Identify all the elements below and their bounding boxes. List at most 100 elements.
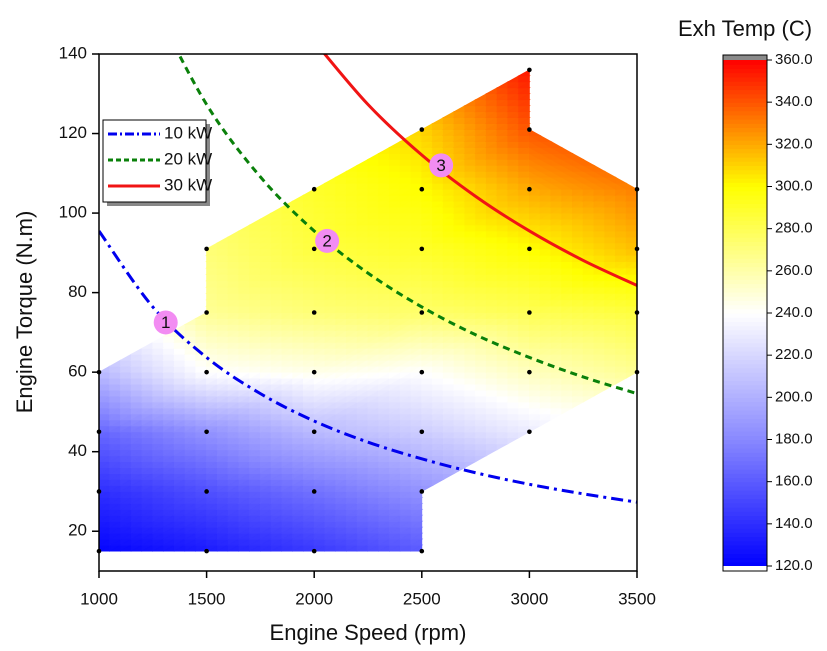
contour-fill-piece (485, 449, 499, 457)
contour-triangle (312, 311, 424, 373)
contour-fill-piece (118, 353, 132, 361)
contour-triangle (420, 311, 531, 373)
contour-triangle (312, 371, 424, 433)
contour-triangle (312, 248, 424, 314)
contour-fill-piece (344, 164, 358, 172)
contour-fill-piece (624, 286, 637, 294)
contour-fill-piece (464, 461, 478, 469)
contour-fill-piece (409, 502, 423, 510)
contour-triangle (312, 431, 424, 493)
contour-triangle (527, 312, 637, 373)
contour-triangle (99, 431, 209, 492)
contour-fill-piece (248, 218, 261, 226)
contour-fill-piece (624, 230, 637, 238)
contour-fill-piece (624, 273, 637, 282)
contour-fill-piece (624, 206, 637, 214)
contour-fill-piece (323, 176, 337, 184)
contour-fill-piece (355, 158, 369, 166)
contour-triangle (312, 248, 424, 314)
contour-fill-piece (624, 305, 637, 313)
contour-fill-piece (409, 532, 423, 540)
contour-fill-piece (624, 212, 637, 220)
contour-triangle (205, 248, 316, 314)
contour-triangle (205, 371, 316, 433)
contour-fill-piece (442, 473, 456, 481)
contour-triangle (527, 371, 637, 433)
contour-fill-piece (624, 323, 637, 331)
contour-fill-piece (624, 200, 637, 208)
contour-triangle (312, 431, 424, 493)
contour-fill-piece (624, 335, 637, 343)
contour-fill-piece (624, 318, 637, 325)
contour-fill-piece (624, 242, 637, 250)
contour-fill-piece (409, 544, 423, 552)
contour-fill-piece (539, 134, 553, 142)
contour-fill-piece (453, 467, 467, 475)
contour-fill-piece (409, 538, 423, 546)
contour-fill-piece (624, 254, 637, 263)
contour-fill-piece (624, 347, 637, 355)
contour-fill-piece (409, 526, 423, 534)
contour-fill-piece (624, 267, 637, 275)
contour-fill-piece (507, 437, 521, 445)
contour-triangle (527, 248, 637, 314)
contour-triangle (527, 188, 637, 250)
contour-fill-piece (496, 443, 510, 451)
contour-triangle (420, 188, 531, 250)
contour-triangle (420, 371, 531, 433)
contour-fill-piece (624, 353, 637, 361)
contour-fill-piece (624, 292, 637, 301)
contour-fill-piece (226, 230, 240, 238)
contour-fill-piece (624, 194, 637, 202)
contour-fill-piece (377, 146, 390, 154)
contour-triangle (527, 128, 637, 190)
contour-fill-piece (366, 152, 380, 160)
contour-triangle (312, 188, 424, 250)
contour-fill-piece (432, 479, 445, 487)
contour-triangle (420, 311, 531, 373)
contour-triangle (205, 490, 316, 552)
contour-fill-piece (129, 347, 143, 355)
contour-fill-piece (291, 194, 304, 202)
contour-fill-piece (409, 520, 423, 528)
contour-fill-piece (409, 496, 423, 504)
contour-triangle (420, 248, 531, 314)
contour-fill-piece (582, 395, 596, 403)
contour-fill-piece (624, 218, 637, 226)
contour-fill-piece (529, 128, 542, 136)
contour-triangle (99, 490, 209, 552)
contour-fill-piece (624, 359, 637, 367)
contour-fill-piece (387, 140, 401, 148)
contour-fill-piece (108, 359, 121, 367)
contour-triangle (312, 490, 424, 552)
contour-fill-piece (334, 170, 347, 178)
contour-fill-piece (593, 389, 607, 397)
contour-fill-piece (215, 236, 229, 244)
contour-fill-piece (258, 212, 272, 220)
contour-triangle (312, 371, 424, 433)
contour-fill-piece (183, 317, 197, 325)
contour-triangle (99, 311, 209, 373)
contour-fill-piece (409, 514, 423, 522)
contour-triangle (205, 311, 316, 373)
contour-triangle (312, 128, 424, 190)
contour-fill-piece (561, 407, 574, 415)
contour-triangle (420, 371, 531, 433)
contour-fill-piece (624, 341, 637, 349)
contour-triangle (205, 431, 316, 493)
contour-fill-piece (624, 299, 637, 307)
contour-triangle (312, 188, 424, 250)
contour-fill-piece (615, 377, 628, 385)
contour-fill-piece (572, 401, 585, 409)
contour-fill-piece (475, 455, 488, 463)
contour-fill-piece (269, 206, 283, 214)
contour-triangle (420, 431, 531, 493)
contour-triangle (99, 371, 209, 433)
contour-fill-piece (237, 224, 251, 232)
contour-fill-piece (550, 413, 564, 421)
contour-triangle (312, 490, 424, 552)
contour-triangle (527, 248, 637, 314)
contour-fill (99, 69, 637, 552)
contour-triangle (205, 188, 316, 250)
